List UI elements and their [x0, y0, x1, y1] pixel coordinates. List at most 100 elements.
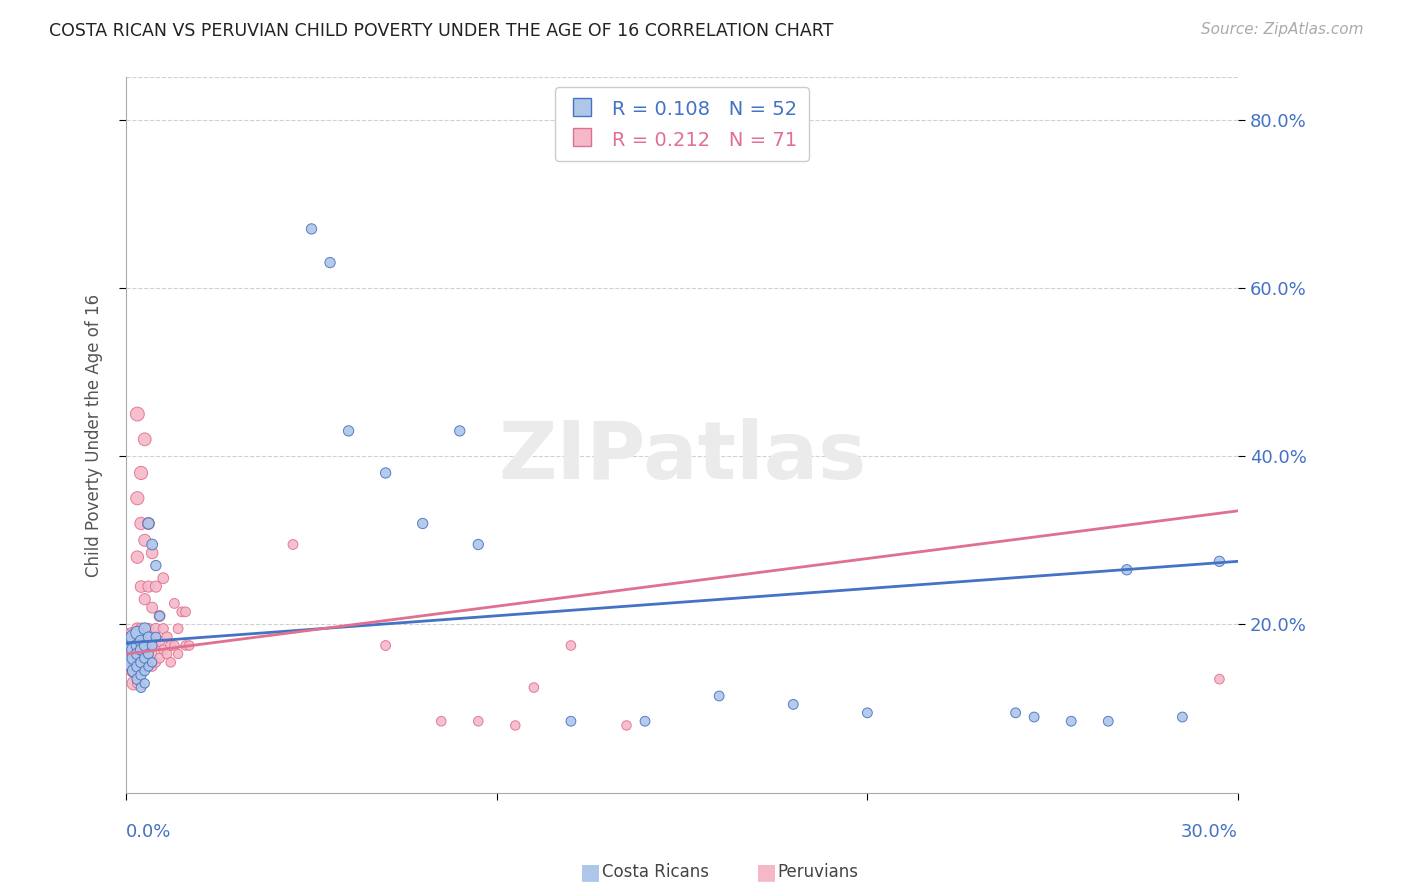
Point — [163, 596, 186, 610]
Point — [134, 647, 156, 661]
Point — [134, 651, 156, 665]
Point — [148, 651, 170, 665]
Point — [141, 647, 163, 661]
Point — [170, 605, 193, 619]
Point — [141, 656, 163, 670]
Point — [127, 625, 149, 640]
Point — [281, 537, 304, 551]
Point — [467, 537, 489, 551]
Text: ZIPatlas: ZIPatlas — [498, 417, 866, 496]
Point — [1097, 714, 1119, 729]
Point — [129, 580, 152, 594]
Point — [134, 433, 156, 447]
Point — [1208, 672, 1230, 686]
Point — [179, 639, 201, 653]
Point — [122, 651, 145, 665]
Point — [122, 642, 145, 657]
Point — [118, 639, 141, 653]
Point — [122, 630, 145, 644]
Point — [707, 689, 730, 703]
Point — [167, 647, 190, 661]
Point — [138, 630, 160, 644]
Point — [138, 656, 160, 670]
Point — [129, 681, 152, 695]
Text: Costa Ricans: Costa Ricans — [602, 863, 709, 881]
Point — [138, 639, 160, 653]
Point — [412, 516, 434, 531]
Point — [134, 622, 156, 636]
Point — [1171, 710, 1194, 724]
Point — [118, 656, 141, 670]
Point — [152, 622, 174, 636]
Point — [319, 255, 342, 269]
Point — [337, 424, 360, 438]
Point — [156, 647, 179, 661]
Point — [129, 656, 152, 670]
Point — [134, 592, 156, 607]
Point — [141, 659, 163, 673]
Point — [856, 706, 879, 720]
Point — [145, 656, 167, 670]
Point — [1060, 714, 1083, 729]
Point — [122, 630, 145, 644]
Text: COSTA RICAN VS PERUVIAN CHILD POVERTY UNDER THE AGE OF 16 CORRELATION CHART: COSTA RICAN VS PERUVIAN CHILD POVERTY UN… — [49, 22, 834, 40]
Point — [122, 651, 145, 665]
Point — [122, 639, 145, 653]
Point — [127, 647, 149, 661]
Point — [129, 642, 152, 657]
Y-axis label: Child Poverty Under the Age of 16: Child Poverty Under the Age of 16 — [86, 293, 103, 576]
Point — [129, 634, 152, 648]
Point — [145, 580, 167, 594]
Point — [127, 639, 149, 653]
Point — [374, 639, 396, 653]
Point — [505, 718, 527, 732]
Point — [148, 609, 170, 624]
Point — [1115, 563, 1137, 577]
Point — [430, 714, 453, 729]
Point — [127, 639, 149, 653]
Point — [159, 656, 181, 670]
Point — [148, 634, 170, 648]
Point — [127, 651, 149, 665]
Point — [148, 609, 170, 624]
Point — [1004, 706, 1026, 720]
Point — [134, 639, 156, 653]
Point — [122, 676, 145, 690]
Point — [129, 639, 152, 653]
Point — [127, 622, 149, 636]
Text: ■: ■ — [756, 863, 776, 882]
Point — [141, 639, 163, 653]
Point — [301, 222, 323, 236]
Point — [145, 630, 167, 644]
Point — [141, 600, 163, 615]
Point — [560, 714, 582, 729]
Point — [523, 681, 546, 695]
Point — [167, 622, 190, 636]
Text: Source: ZipAtlas.com: Source: ZipAtlas.com — [1201, 22, 1364, 37]
Point — [145, 558, 167, 573]
Point — [560, 639, 582, 653]
Point — [141, 546, 163, 560]
Point — [118, 639, 141, 653]
Point — [138, 647, 160, 661]
Point — [138, 516, 160, 531]
Point — [174, 639, 197, 653]
Point — [127, 672, 149, 686]
Point — [156, 630, 179, 644]
Point — [129, 664, 152, 678]
Point — [152, 571, 174, 585]
Point — [122, 664, 145, 678]
Point — [374, 466, 396, 480]
Point — [163, 639, 186, 653]
Point — [127, 676, 149, 690]
Point — [134, 659, 156, 673]
Point — [152, 642, 174, 657]
Text: Peruvians: Peruvians — [778, 863, 859, 881]
Point — [127, 407, 149, 421]
Point — [467, 714, 489, 729]
Point — [129, 622, 152, 636]
Point — [127, 664, 149, 678]
Point — [634, 714, 657, 729]
Point — [138, 659, 160, 673]
Point — [134, 533, 156, 548]
